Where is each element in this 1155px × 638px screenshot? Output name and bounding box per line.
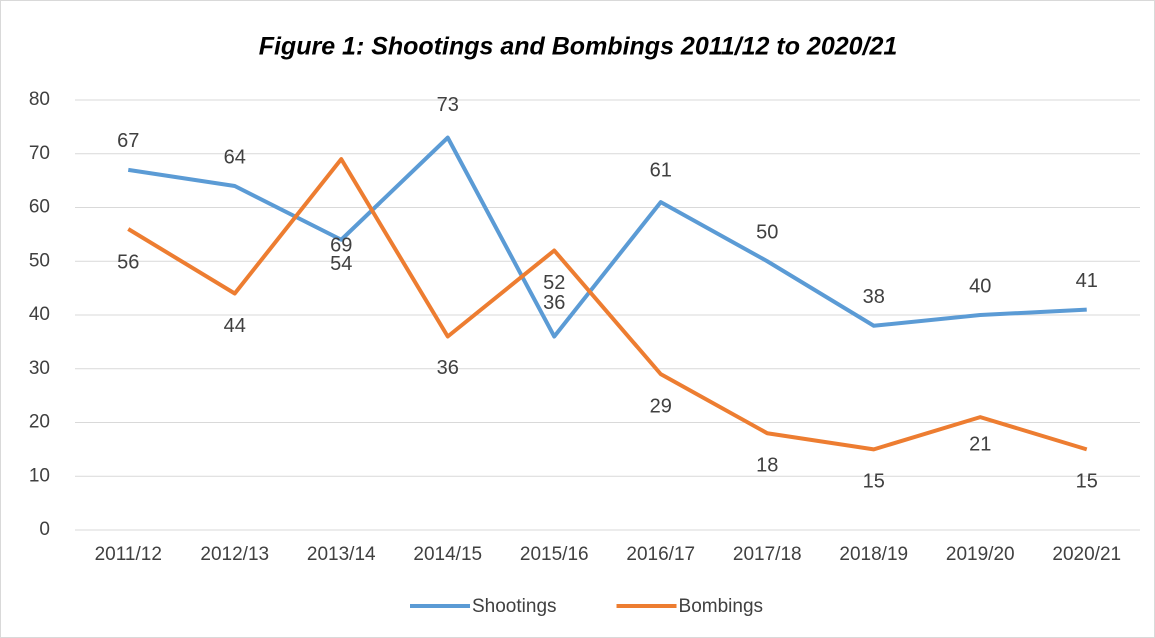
series-line [127,157,1088,452]
data-label: 21 [969,433,991,455]
y-tick-label: 30 [29,358,50,379]
data-label: 36 [437,357,459,379]
data-label: 50 [756,222,778,244]
data-label: 29 [650,395,672,417]
y-tick-label: 60 [29,197,50,218]
data-label: 18 [756,455,778,477]
data-label: 67 [117,130,139,152]
data-label: 69 [330,234,352,256]
x-tick-label: 2014/15 [413,544,482,565]
data-label: 64 [224,146,246,168]
data-label: 56 [117,251,139,273]
data-label: 73 [437,94,459,116]
y-tick-label: 20 [29,412,50,433]
x-tick-label: 2012/13 [200,544,269,565]
x-tick-label: 2013/14 [307,544,376,565]
x-tick-label: 2019/20 [946,544,1015,565]
x-tick-label: 2018/19 [839,544,908,565]
series-line [127,135,1087,339]
data-label: 52 [543,272,565,294]
x-tick-label: 2015/16 [520,544,589,565]
y-tick-label: 80 [29,89,50,110]
y-tick-label: 10 [29,465,50,486]
y-tick-label: 0 [39,519,50,540]
data-label: 61 [650,159,672,181]
data-label: 15 [1076,471,1098,493]
y-tick-label: 40 [29,304,50,325]
x-tick-label: 2020/21 [1052,544,1121,565]
legend-label: Bombings [679,596,764,617]
data-label: 40 [969,275,991,297]
data-label: 36 [543,292,565,314]
y-tick-label: 70 [29,143,50,164]
data-label: 15 [863,471,885,493]
data-label: 38 [863,286,885,308]
legend-label: Shootings [472,596,557,617]
y-tick-label: 50 [29,250,50,271]
x-tick-label: 2016/17 [626,544,695,565]
data-label: 54 [330,253,352,275]
data-label: 44 [224,315,246,337]
x-tick-label: 2017/18 [733,544,802,565]
chart-title: Figure 1: Shootings and Bombings 2011/12… [259,33,898,61]
x-tick-label: 2011/12 [95,544,162,565]
data-label: 41 [1076,270,1098,292]
